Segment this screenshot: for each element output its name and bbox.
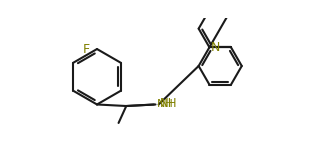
Text: NH: NH [157, 99, 174, 109]
Text: NH: NH [160, 97, 178, 110]
Text: N: N [211, 41, 220, 54]
Text: F: F [83, 43, 90, 55]
